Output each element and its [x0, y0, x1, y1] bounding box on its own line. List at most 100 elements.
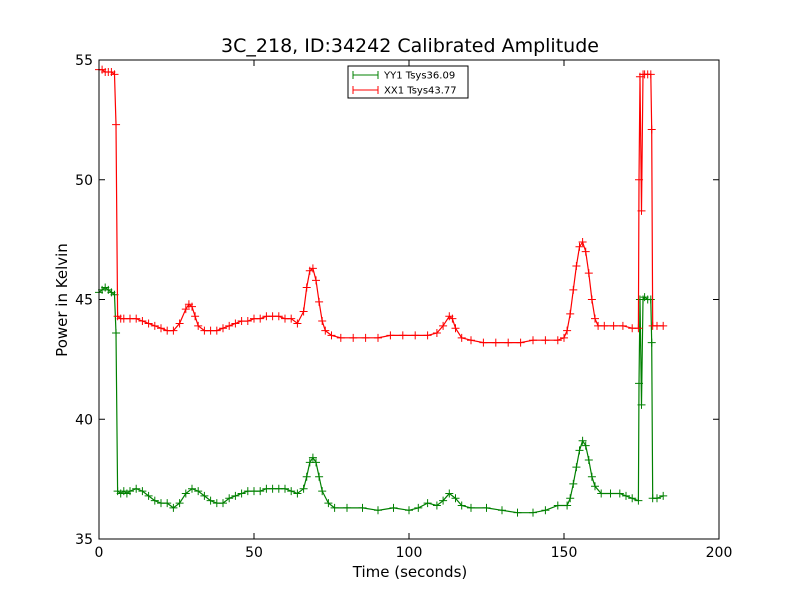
data-point: [572, 463, 581, 472]
legend-label: YY1 Tsys36.09: [383, 71, 455, 82]
data-point: [330, 503, 339, 512]
data-point: [191, 312, 200, 321]
data-point: [541, 506, 550, 515]
data-point: [126, 487, 134, 496]
data-point: [327, 331, 336, 340]
data-point: [181, 489, 190, 498]
data-point: [659, 321, 668, 330]
data-point: [231, 319, 240, 328]
data-point: [566, 494, 575, 503]
data-point: [566, 309, 575, 318]
data-point: [445, 489, 454, 498]
data-point: [293, 489, 302, 498]
data-point: [618, 321, 627, 330]
legend-marker: [352, 86, 379, 94]
data-point: [563, 326, 572, 335]
data-point: [439, 321, 448, 330]
data-point: [281, 484, 289, 493]
data-point: [386, 331, 395, 340]
data-point: [110, 70, 119, 79]
legend-item: YY1 Tsys36.09: [352, 71, 455, 82]
data-point: [560, 333, 568, 342]
legend-label: XX1 Tsys43.77: [384, 86, 457, 97]
data-point: [175, 499, 184, 508]
data-point: [553, 501, 562, 510]
x-tick-label: 200: [706, 545, 733, 561]
data-point: [138, 317, 147, 326]
data-point: [581, 441, 590, 450]
data-point: [315, 472, 324, 481]
data-point: [423, 499, 432, 508]
data-point: [112, 120, 121, 129]
data-point: [516, 338, 525, 347]
data-point: [318, 317, 327, 326]
data-point: [584, 455, 593, 464]
data-point: [513, 508, 522, 517]
data-point: [308, 453, 317, 462]
data-point: [439, 496, 448, 505]
data-point: [622, 491, 630, 500]
data-point: [312, 276, 320, 285]
data-point: [157, 324, 165, 333]
data-point: [361, 333, 370, 342]
data-point: [343, 503, 351, 512]
series-layer: [95, 65, 668, 517]
data-point: [188, 302, 196, 311]
data-point: [569, 479, 578, 488]
data-point: [479, 338, 488, 347]
y-axis-label: Power in Kelvin: [53, 243, 71, 357]
x-tick-label: 0: [95, 545, 104, 561]
data-point: [321, 326, 330, 335]
data-point: [374, 333, 382, 342]
data-point: [132, 314, 141, 323]
data-point: [132, 484, 141, 493]
data-point: [457, 501, 466, 510]
data-point: [587, 295, 596, 304]
x-tick-label: 150: [551, 545, 578, 561]
data-point: [423, 331, 432, 340]
data-point: [358, 503, 367, 512]
data-point: [287, 487, 296, 496]
data-point: [163, 499, 172, 508]
data-point: [225, 321, 234, 330]
data-point: [169, 503, 178, 512]
data-point: [584, 269, 593, 278]
data-point: [315, 297, 324, 306]
x-tick-label: 50: [245, 545, 263, 561]
data-point: [150, 321, 159, 330]
data-point: [467, 336, 475, 345]
data-point: [299, 307, 308, 316]
data-point: [194, 321, 203, 330]
legend-item: XX1 Tsys43.77: [352, 86, 457, 97]
data-point: [411, 331, 420, 340]
data-point: [219, 499, 227, 508]
data-point: [144, 319, 153, 328]
data-point: [243, 317, 252, 326]
data-point: [659, 491, 668, 500]
y-tick-label: 40: [75, 412, 93, 428]
data-point: [308, 264, 317, 273]
data-point: [575, 446, 584, 455]
data-point: [138, 487, 147, 496]
data-point: [212, 326, 221, 335]
data-point: [628, 494, 637, 503]
data-point: [591, 482, 599, 491]
y-tick-label: 35: [75, 532, 93, 548]
y-tick-label: 45: [75, 293, 93, 309]
data-point: [587, 472, 596, 481]
data-point: [451, 494, 460, 503]
data-point: [529, 336, 537, 345]
data-point: [274, 312, 283, 321]
data-point: [112, 329, 121, 338]
data-point: [467, 503, 475, 512]
data-point: [637, 400, 646, 409]
series-line: [99, 69, 664, 344]
data-point: [194, 487, 203, 496]
data-point: [578, 436, 587, 445]
legend: YY1 Tsys36.09 XX1 Tsys43.77: [347, 65, 469, 99]
legend-marker: [352, 71, 379, 79]
data-point: [302, 472, 311, 481]
data-point: [225, 494, 234, 503]
